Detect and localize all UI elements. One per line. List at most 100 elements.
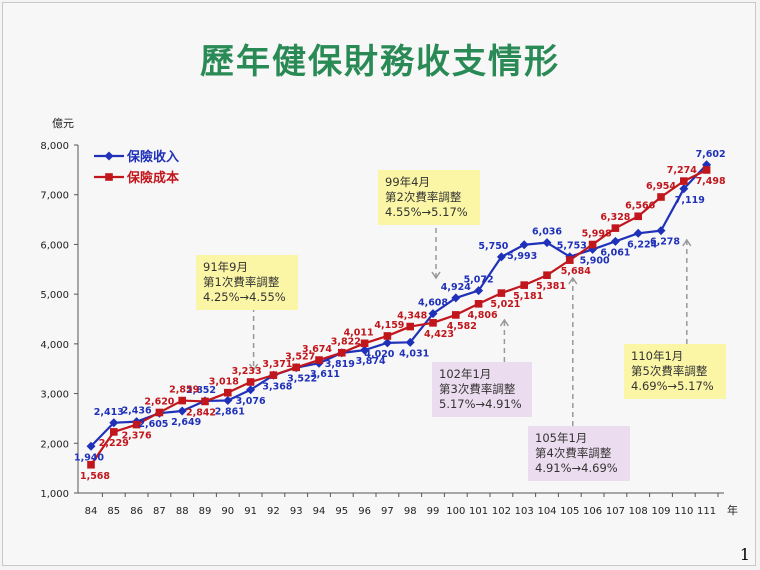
- legend-label: 保險收入: [126, 149, 179, 165]
- x-tick-label: 90: [221, 506, 234, 517]
- x-tick-label: 94: [313, 506, 326, 517]
- data-label-cost: 7,498: [696, 176, 726, 187]
- data-label-income: 5,900: [580, 255, 610, 266]
- legend-marker-income: [104, 151, 114, 161]
- y-tick-label: 3,000: [40, 390, 69, 401]
- data-label-income: 5,993: [507, 251, 537, 262]
- data-point-cost: [155, 408, 164, 417]
- data-label-cost: 2,842: [186, 407, 216, 418]
- x-tick-label: 84: [85, 506, 98, 517]
- data-point-cost: [292, 363, 300, 372]
- data-point-income: [382, 338, 392, 348]
- annotation-pointer-arrow: [499, 318, 510, 327]
- annotation-rate-adjust-4: 105年1月 第4次費率調整 4.91%→4.69%: [528, 426, 630, 481]
- x-tick-label: 88: [176, 506, 189, 517]
- data-label-income: 3,611: [310, 369, 340, 380]
- data-point-cost: [702, 166, 711, 174]
- annotation-line: 第2次費率調整: [385, 190, 462, 204]
- data-point-cost: [201, 397, 209, 406]
- data-label-cost: 5,181: [513, 291, 543, 302]
- data-point-cost: [634, 212, 642, 221]
- data-label-income: 3,874: [356, 356, 386, 367]
- data-point-income: [109, 418, 119, 428]
- data-point-cost: [87, 460, 95, 469]
- data-point-cost: [132, 420, 141, 429]
- x-tick-label: 103: [515, 506, 534, 517]
- annotation-line: 4.69%→5.17%: [631, 379, 714, 393]
- x-tick-label: 95: [335, 506, 348, 517]
- data-label-cost: 4,806: [468, 310, 498, 321]
- data-point-cost: [497, 289, 506, 297]
- data-point-income: [633, 228, 643, 238]
- y-tick-label: 4,000: [40, 340, 69, 351]
- annotation-line: 第3次費率調整: [439, 382, 516, 396]
- data-point-income: [177, 406, 187, 416]
- data-label-cost: 6,954: [646, 181, 676, 192]
- page-number: 1: [739, 545, 750, 564]
- data-label-cost: 1,568: [80, 471, 110, 482]
- data-label-income: 4,031: [399, 348, 429, 359]
- data-label-cost: 4,348: [397, 311, 427, 322]
- data-label-income: 3,819: [325, 359, 355, 370]
- annotation-line: 5.17%→4.91%: [439, 397, 522, 411]
- x-tick-label: 97: [381, 506, 394, 517]
- series-line-cost: [90, 168, 708, 466]
- annotation-line: 第1次費率調整: [203, 275, 280, 289]
- page-title: 歷年健保財務收支情形: [200, 42, 560, 82]
- x-tick-label: 109: [651, 506, 670, 517]
- x-tick-label: 86: [130, 506, 143, 517]
- annotation-line: 105年1月: [535, 431, 588, 445]
- data-label-income: 3,522: [287, 374, 317, 385]
- annotation-line: 4.55%→5.17%: [385, 205, 468, 219]
- data-label-cost: 7,274: [667, 165, 697, 176]
- annotation-rate-adjust-3: 102年1月 第3次費率調整 5.17%→4.91%: [432, 362, 532, 417]
- annotation-rate-adjust-1: 91年9月 第1次費率調整 4.25%→4.55%: [196, 255, 298, 310]
- data-point-cost: [429, 319, 437, 327]
- data-label-cost: 4,423: [424, 329, 454, 340]
- y-tick-label: 5,000: [40, 290, 69, 301]
- series-line-income: [90, 164, 708, 448]
- data-label-income: 7,119: [675, 195, 705, 206]
- y-tick-label: 1,000: [40, 489, 69, 500]
- data-label-cost: 6,328: [600, 212, 630, 223]
- data-label-income: 4,020: [364, 349, 394, 360]
- data-label-income: 3,076: [236, 396, 266, 407]
- data-point-cost: [566, 256, 574, 264]
- data-point-cost: [520, 281, 528, 289]
- annotation-line: 99年4月: [385, 175, 430, 189]
- data-label-cost: 5,021: [490, 299, 520, 310]
- data-label-cost: 4,011: [344, 327, 374, 338]
- x-tick-label: 87: [153, 506, 166, 517]
- y-tick-label: 8,000: [40, 141, 69, 152]
- data-label-cost: 4,582: [447, 321, 477, 332]
- data-label-income: 3,368: [262, 381, 292, 392]
- data-point-cost: [543, 271, 551, 280]
- x-tick-label: 96: [358, 506, 371, 517]
- data-point-income: [610, 236, 620, 246]
- data-point-income: [519, 240, 529, 250]
- data-point-income: [405, 337, 415, 347]
- data-point-cost: [269, 371, 278, 379]
- data-label-income: 2,852: [186, 385, 216, 396]
- y-tick-label: 6,000: [40, 240, 69, 251]
- x-tick-label: 92: [267, 506, 280, 517]
- x-tick-label: 105: [560, 506, 579, 517]
- data-label-cost: 4,159: [374, 320, 404, 331]
- x-tick-label: 85: [107, 506, 120, 517]
- data-point-income: [679, 184, 689, 194]
- data-label-cost: 6,566: [625, 200, 655, 211]
- data-point-cost: [611, 224, 620, 232]
- data-label-income: 2,605: [138, 419, 168, 430]
- x-tick-label: 106: [583, 506, 602, 517]
- annotation-line: 110年1月: [631, 349, 684, 363]
- legend-label: 保險成本: [126, 170, 179, 186]
- y-tick-label: 7,000: [40, 191, 69, 202]
- data-label-income: 6,036: [532, 227, 562, 238]
- y-axis-title: 億元: [52, 117, 74, 130]
- data-label-cost: 5,381: [536, 281, 566, 292]
- x-axis-title: 年: [727, 503, 738, 517]
- annotation-pointer-arrow: [682, 238, 692, 247]
- data-label-income: 2,649: [171, 417, 201, 428]
